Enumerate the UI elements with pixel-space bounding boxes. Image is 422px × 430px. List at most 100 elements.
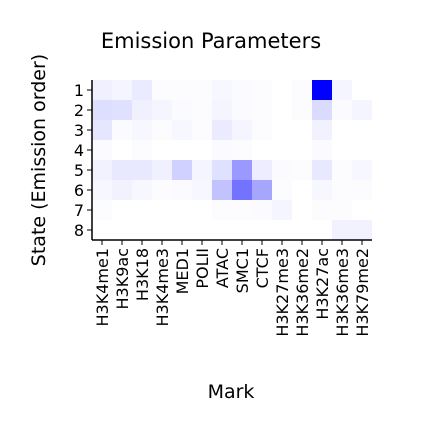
heatmap-cell — [332, 140, 352, 160]
heatmap-cell — [132, 180, 152, 200]
heatmap-cell — [272, 120, 292, 140]
heatmap-cell — [352, 120, 372, 140]
y-tick-label: 6 — [74, 181, 84, 200]
heatmap-cell — [332, 80, 352, 100]
heatmap-cell — [252, 220, 272, 240]
heatmap-cell — [352, 160, 372, 180]
x-tick-label: H3K79me2 — [353, 248, 372, 337]
heatmap-cell — [172, 80, 192, 100]
heatmap-cell — [312, 120, 332, 140]
heatmap-cell — [252, 100, 272, 120]
axis-spines — [91, 80, 372, 241]
heatmap-cell — [272, 140, 292, 160]
heatmap-cell — [252, 120, 272, 140]
y-tick-label: 1 — [74, 81, 84, 100]
heatmap-cell — [272, 80, 292, 100]
heatmap-cell — [192, 120, 212, 140]
heatmap-cell — [172, 100, 192, 120]
heatmap-cell — [112, 180, 132, 200]
heatmap-cell — [132, 140, 152, 160]
heatmap-cell — [292, 140, 312, 160]
heatmap-cell — [132, 200, 152, 220]
heatmap-cell — [152, 80, 172, 100]
heatmap-cell — [332, 200, 352, 220]
heatmap-cell — [252, 180, 272, 200]
heatmap-cell — [352, 180, 372, 200]
heatmap-cell — [132, 100, 152, 120]
heatmap-cell — [232, 220, 252, 240]
heatmap-cell — [152, 120, 172, 140]
heatmap-cell — [212, 140, 232, 160]
y-tick-label: 5 — [74, 161, 84, 180]
heatmap-cell — [252, 80, 272, 100]
heatmap-cell — [132, 160, 152, 180]
x-tick-label: ATAC — [213, 248, 232, 288]
heatmap-cell — [352, 220, 372, 240]
x-tick-label: CTCF — [253, 248, 272, 288]
heatmap-cell — [212, 100, 232, 120]
heatmap-cell — [292, 100, 312, 120]
heatmap-cell — [292, 80, 312, 100]
heatmap-cell — [152, 160, 172, 180]
heatmap-cell — [152, 100, 172, 120]
heatmap-cell — [132, 80, 152, 100]
x-tick-label: H3K36me3 — [333, 248, 352, 337]
heatmap-cell — [272, 180, 292, 200]
heatmap-cell — [232, 120, 252, 140]
x-axis-label: Mark — [208, 381, 255, 403]
x-tick-label: MED1 — [173, 248, 192, 294]
heatmap-cell — [172, 160, 192, 180]
heatmap-cell — [92, 140, 112, 160]
heatmap-cell — [92, 100, 112, 120]
heatmap-cell — [112, 100, 132, 120]
heatmap-cell — [292, 180, 312, 200]
heatmap-cell — [212, 180, 232, 200]
heatmap-cell — [312, 140, 332, 160]
heatmap-cell — [272, 200, 292, 220]
x-tick-label: H3K18 — [133, 248, 152, 301]
heatmap-cell — [192, 80, 212, 100]
heatmap-cell — [172, 200, 192, 220]
heatmap-cell — [312, 220, 332, 240]
heatmap-cell — [292, 220, 312, 240]
heatmap-cell — [352, 100, 372, 120]
x-tick-label: H3K27ac — [313, 248, 332, 320]
heatmap-cell — [312, 200, 332, 220]
heatmap-cell — [312, 160, 332, 180]
heatmap-cell — [252, 200, 272, 220]
heatmap-cell — [112, 120, 132, 140]
heatmap-cell — [232, 160, 252, 180]
heatmap-cells — [92, 80, 372, 240]
heatmap-cell — [292, 120, 312, 140]
heatmap-cell — [312, 180, 332, 200]
heatmap-cell — [292, 160, 312, 180]
heatmap-cell — [212, 80, 232, 100]
x-tick-label: POLII — [193, 248, 212, 289]
heatmap-cell — [352, 200, 372, 220]
heatmap-cell — [92, 160, 112, 180]
heatmap-cell — [252, 140, 272, 160]
x-tick-label: SMC1 — [233, 248, 252, 293]
heatmap-cell — [152, 220, 172, 240]
heatmap-cell — [232, 140, 252, 160]
heatmap-cell — [92, 180, 112, 200]
heatmap-cell — [212, 120, 232, 140]
heatmap-cell — [232, 80, 252, 100]
heatmap-cell — [192, 160, 212, 180]
heatmap-cell — [252, 160, 272, 180]
heatmap-cell — [312, 80, 332, 100]
x-tick-label: H3K36me2 — [293, 248, 312, 337]
heatmap-cell — [92, 120, 112, 140]
heatmap-cell — [192, 180, 212, 200]
heatmap-cell — [112, 200, 132, 220]
x-tick-label: H3K9ac — [113, 248, 132, 309]
heatmap-cell — [332, 160, 352, 180]
heatmap-cell — [152, 140, 172, 160]
x-tick-label: H3K27me3 — [273, 248, 292, 337]
heatmap-cell — [292, 200, 312, 220]
x-tick-label: H3K4me3 — [153, 248, 172, 327]
heatmap-cell — [272, 160, 292, 180]
heatmap-cell — [232, 200, 252, 220]
y-axis-label: State (Emission order) — [28, 54, 50, 266]
